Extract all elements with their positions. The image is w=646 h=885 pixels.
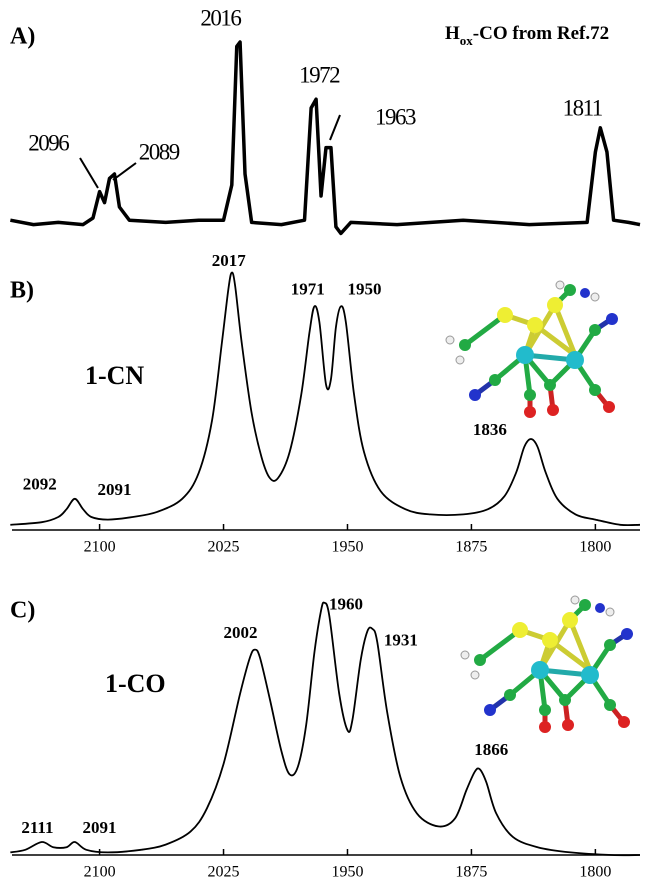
title-part: ox xyxy=(460,33,474,48)
peak-label: 1811 xyxy=(563,95,603,120)
peak-label: 2002 xyxy=(224,623,258,642)
panel-label: C) xyxy=(10,598,35,624)
peak-label: 2017 xyxy=(212,251,247,270)
peak-label: 1972 xyxy=(299,62,340,87)
x-tick-label: 1950 xyxy=(331,539,363,556)
x-tick-label: 2100 xyxy=(84,539,116,556)
peak-label: 1971 xyxy=(291,280,325,299)
spectrum-line xyxy=(10,601,641,857)
spectrum-line xyxy=(10,40,641,236)
panel-label: A) xyxy=(10,24,35,50)
x-tick-label: 1800 xyxy=(579,539,611,556)
compound-label: 1-CN xyxy=(85,361,144,390)
x-tick-label: 1875 xyxy=(455,864,487,881)
peak-label: 1836 xyxy=(473,420,507,439)
x-tick-label: 1800 xyxy=(579,864,611,881)
title-part: -CO from Ref.72 xyxy=(473,23,609,44)
x-tick-label: 1875 xyxy=(455,539,487,556)
x-tick-label: 1950 xyxy=(331,864,363,881)
peak-label: 2016 xyxy=(200,5,241,30)
peak-label: 2091 xyxy=(97,480,131,499)
peak-label: 1950 xyxy=(347,280,381,299)
leader-line xyxy=(329,114,341,141)
leader-line xyxy=(112,162,137,181)
compound-label: 1-CO xyxy=(105,669,166,698)
peak-label: 1931 xyxy=(384,631,418,650)
peak-label: 2096 xyxy=(28,131,69,156)
x-tick-label: 2100 xyxy=(84,864,116,881)
molecule-image xyxy=(446,281,618,418)
peak-label: 1963 xyxy=(375,104,416,129)
peak-label: 2092 xyxy=(23,475,57,494)
peak-label: 2091 xyxy=(82,818,116,837)
x-tick-label: 2025 xyxy=(208,864,240,881)
molecule-image xyxy=(461,596,633,733)
x-tick-label: 2025 xyxy=(208,539,240,556)
peak-label: 2111 xyxy=(21,818,53,837)
title-part: H xyxy=(445,23,460,44)
panel-title: Hox-CO from Ref.72 xyxy=(445,23,609,48)
peak-label: 2089 xyxy=(139,139,180,164)
panel-label: B) xyxy=(10,278,34,304)
peak-label: 1866 xyxy=(474,740,508,759)
leader-line xyxy=(79,157,99,189)
peak-label: 1960 xyxy=(329,594,363,613)
spectrum-line xyxy=(10,271,641,527)
